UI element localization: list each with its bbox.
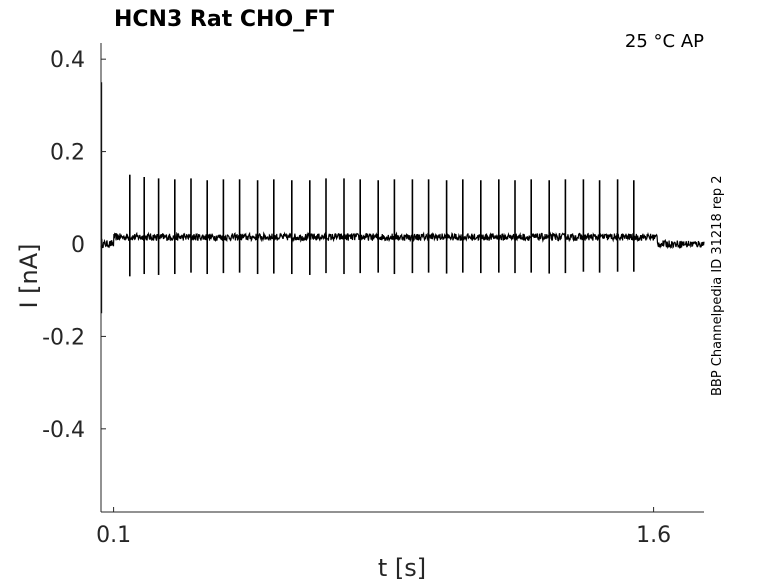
trace-line (100, 231, 705, 250)
x-axis-ticks: 0.1 1.6 (96, 507, 671, 548)
recording-id-label: BBP Channelpedia ID 31218 rep 2 (710, 175, 725, 396)
y-tick-label: -0.2 (42, 325, 85, 350)
y-tick-label: 0.4 (50, 48, 85, 73)
y-axis-ticks: 0.4 0.2 0 -0.2 -0.4 (42, 48, 106, 443)
y-tick-label: 0 (71, 233, 85, 258)
current-trace (100, 82, 705, 314)
y-axis-label: I [nA] (15, 243, 43, 308)
x-tick-label: 1.6 (636, 523, 671, 548)
x-tick-label: 0.1 (96, 523, 131, 548)
x-axis-label: t [s] (378, 554, 426, 582)
y-tick-label: -0.4 (42, 418, 85, 443)
chart-title: HCN3 Rat CHO_FT (114, 7, 334, 32)
condition-label: 25 °C AP (625, 31, 704, 52)
y-tick-label: 0.2 (50, 141, 85, 166)
